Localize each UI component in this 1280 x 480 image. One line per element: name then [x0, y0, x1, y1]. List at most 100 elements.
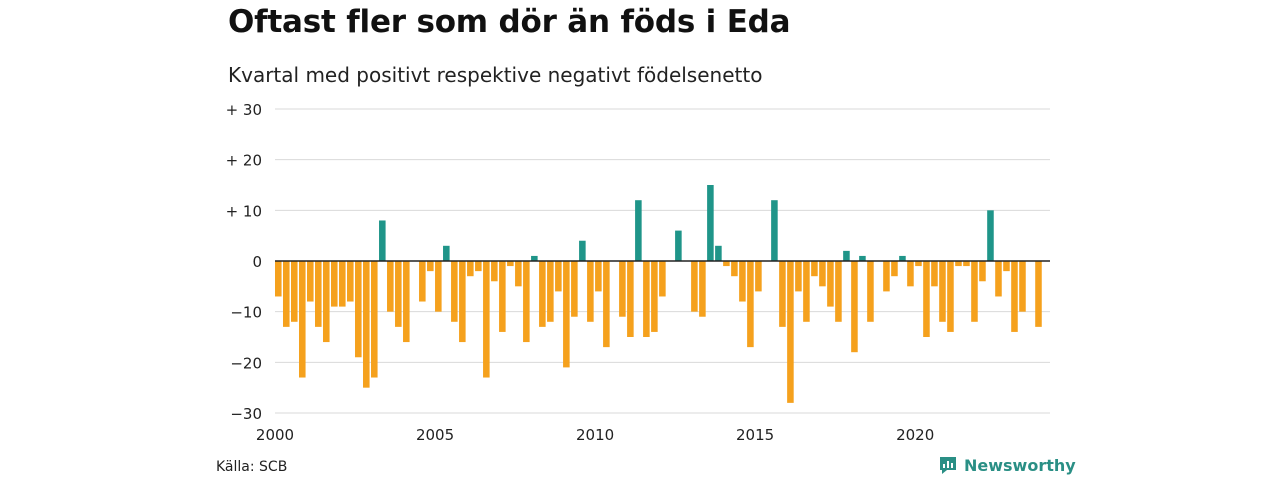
bar-2014-k3: [739, 261, 746, 302]
bar-2002-k2: [347, 261, 354, 302]
bar-2023-k1: [1011, 261, 1018, 332]
x-tick-label: 2005: [416, 426, 454, 444]
bar-2019-k1: [883, 261, 890, 292]
bar-2006-k3: [483, 261, 490, 378]
bar-2009-k3: [579, 240, 586, 261]
bar-2008-k2: [539, 261, 546, 327]
bar-2010-k1: [595, 261, 602, 292]
chart-subtitle: Kvartal med positivt respektive negativt…: [228, 63, 763, 87]
bar-2010-k2: [603, 261, 610, 348]
y-tick-label: + 30: [226, 101, 262, 119]
bar-2000-k3: [291, 261, 298, 322]
bar-2004-k3: [419, 261, 426, 302]
bar-2008-k3: [547, 261, 554, 322]
bar-2015-k4: [779, 261, 786, 327]
bar-2017-k4: [843, 250, 850, 261]
bar-2014-k1: [723, 261, 730, 267]
bar-2017-k3: [835, 261, 842, 322]
bar-2022-k2: [987, 210, 994, 261]
x-tick-label: 2020: [896, 426, 934, 444]
bar-2002-k4: [363, 261, 370, 388]
bar-2015-k3: [771, 200, 778, 261]
bar-2018-k2: [859, 255, 866, 261]
bar-2005-k4: [459, 261, 466, 343]
bar-2023-k2: [1019, 261, 1026, 312]
bar-2007-k4: [523, 261, 530, 343]
bar-2002-k1: [339, 261, 346, 307]
bar-2012-k1: [659, 261, 666, 297]
bar-2011-k2: [635, 200, 642, 261]
bar-2020-k3: [931, 261, 938, 287]
y-tick-label: + 10: [226, 202, 262, 220]
bar-2013-k2: [699, 261, 706, 317]
x-tick-label: 2010: [576, 426, 614, 444]
bar-2008-k4: [555, 261, 562, 292]
bar-2018-k1: [851, 261, 858, 353]
bar-2013-k4: [715, 245, 722, 261]
bar-2010-k4: [619, 261, 626, 317]
axes: + 30 + 20 + 10 0 −10 −20 −30 2000 2005 2010 2015 20…: [226, 101, 1050, 444]
y-tick-label: −30: [230, 405, 262, 423]
brand-logo: Newsworthy: [938, 455, 1076, 475]
bar-2001-k4: [331, 261, 338, 307]
bar-2001-k1: [307, 261, 314, 302]
bar-2003-k3: [387, 261, 394, 312]
bar-2012-k3: [675, 230, 682, 261]
bar-2006-k2: [475, 261, 482, 272]
bar-2011-k3: [643, 261, 650, 337]
bar-2009-k1: [563, 261, 570, 368]
bar-2019-k2: [891, 261, 898, 277]
bar-2011-k1: [627, 261, 634, 337]
brand-name: Newsworthy: [964, 455, 1076, 475]
bar-2020-k2: [923, 261, 930, 337]
bar-2016-k3: [803, 261, 810, 322]
bar-2003-k4: [395, 261, 402, 327]
bar-2004-k1: [403, 261, 410, 343]
bar-2011-k4: [651, 261, 658, 332]
bar-2016-k4: [811, 261, 818, 277]
bar-2006-k4: [491, 261, 498, 282]
newsworthy-logo-icon: [940, 457, 956, 474]
bar-2007-k3: [515, 261, 522, 287]
y-tick-label: −10: [230, 304, 262, 322]
bar-2017-k2: [827, 261, 834, 307]
bar-2000-k4: [299, 261, 306, 378]
bar-2016-k2: [795, 261, 802, 292]
bar-2015-k1: [755, 261, 762, 292]
grid-lines: [275, 108, 1050, 414]
bar-2009-k2: [571, 261, 578, 317]
bar-2021-k4: [971, 261, 978, 322]
x-tick-label: 2015: [736, 426, 774, 444]
bar-2023-k4: [1035, 261, 1042, 327]
bar-2013-k3: [707, 185, 714, 261]
y-tick-label: −20: [230, 354, 262, 372]
bar-2001-k2: [315, 261, 322, 327]
bar-2017-k1: [819, 261, 826, 287]
bar-2001-k3: [323, 261, 330, 343]
chart-title: Oftast fler som dör än föds i Eda: [228, 4, 791, 40]
bar-2021-k3: [963, 261, 970, 267]
bar-2014-k4: [747, 261, 754, 348]
y-tick-label: 0: [252, 253, 262, 271]
bar-2005-k1: [435, 261, 442, 312]
y-tick-label: + 20: [226, 152, 262, 170]
bar-2000-k2: [283, 261, 290, 327]
bar-2005-k2: [443, 245, 450, 261]
bar-2000-k1: [275, 261, 282, 297]
bar-2021-k2: [955, 261, 962, 267]
bar-2007-k1: [499, 261, 506, 332]
bar-2013-k1: [691, 261, 698, 312]
bar-2003-k1: [371, 261, 378, 378]
bar-2016-k1: [787, 261, 794, 403]
bar-2004-k4: [427, 261, 434, 272]
bar-2021-k1: [947, 261, 954, 332]
bar-2007-k2: [507, 261, 514, 267]
bar-2005-k3: [451, 261, 458, 322]
bar-2019-k4: [907, 261, 914, 287]
bar-2022-k4: [1003, 261, 1010, 272]
source-note: Källa: SCB: [216, 459, 288, 475]
bar-2006-k1: [467, 261, 474, 277]
bar-2020-k4: [939, 261, 946, 322]
bar-2002-k3: [355, 261, 362, 358]
bar-2003-k2: [379, 220, 386, 261]
